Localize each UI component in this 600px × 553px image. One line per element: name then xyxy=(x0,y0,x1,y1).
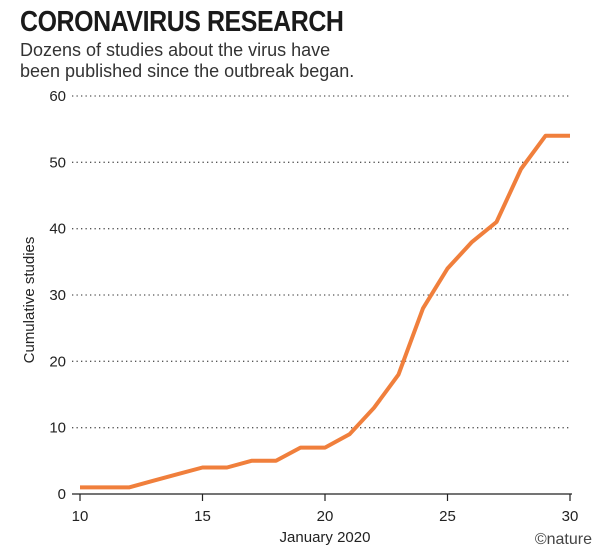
y-tick-30: 30 xyxy=(49,287,66,304)
series-line-0 xyxy=(80,133,570,490)
subtitle-line-2: been published since the outbreak began. xyxy=(20,61,355,81)
x-tick-30: 30 xyxy=(562,508,579,525)
x-tick-25: 25 xyxy=(439,508,456,525)
x-tick-15: 15 xyxy=(194,508,211,525)
y-tick-40: 40 xyxy=(49,221,66,238)
chart-title: CORONAVIRUS RESEARCH xyxy=(20,6,344,38)
y-tick-50: 50 xyxy=(49,154,66,171)
x-axis-label: January 2020 xyxy=(280,529,371,546)
y-tick-10: 10 xyxy=(49,420,66,437)
y-axis-label: Cumulative studies xyxy=(21,237,38,364)
y-tick-labels: 0 10 20 30 40 50 60 xyxy=(49,88,66,503)
nature-credit: ©nature xyxy=(535,531,592,548)
y-tick-20: 20 xyxy=(49,353,66,370)
y-tick-0: 0 xyxy=(58,486,66,503)
x-tick-20: 20 xyxy=(317,508,334,525)
series-group xyxy=(80,133,570,490)
y-tick-60: 60 xyxy=(49,88,66,105)
x-tick-labels: 10 15 20 25 30 xyxy=(72,494,579,525)
x-tick-10: 10 xyxy=(72,508,89,525)
gridlines xyxy=(72,95,570,429)
subtitle-line-1: Dozens of studies about the virus have xyxy=(20,40,331,60)
chart-subtitle: Dozens of studies about the virus have b… xyxy=(20,40,580,82)
